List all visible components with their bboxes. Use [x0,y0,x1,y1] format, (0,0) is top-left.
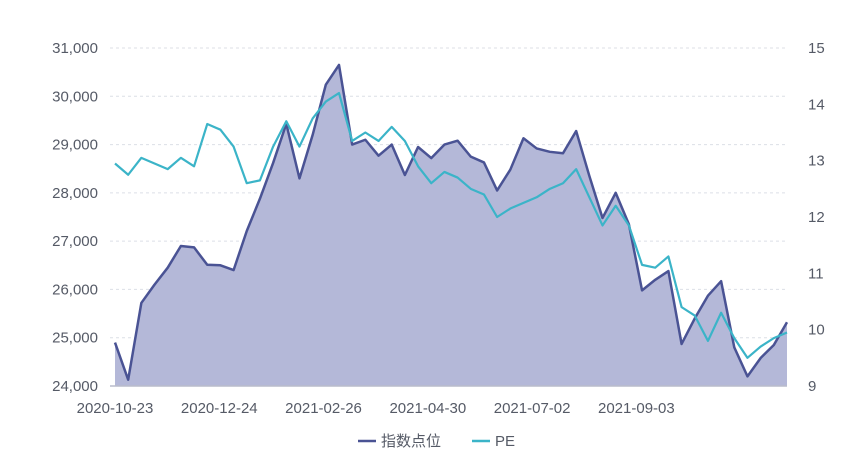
pe-line [114,91,788,359]
y-right-tick-label: 12 [808,209,825,226]
legend: 指数点位 PE [358,433,515,450]
x-tick-label: 2021-04-30 [389,400,466,417]
y-right-tick-label: 13 [808,153,825,170]
y-left-tick-label: 25,000 [52,330,98,347]
y-right-tick-label: 15 [808,40,825,57]
y-left-tick-label: 28,000 [52,185,98,202]
x-tick-label: 2020-12-24 [181,400,258,417]
index-area-series [115,64,787,387]
line-series [113,63,789,381]
index-line [113,63,789,381]
x-tick-label: 2021-07-02 [494,400,571,417]
y-left-tick-label: 31,000 [52,40,98,57]
x-tick-label: 2021-02-26 [285,400,362,417]
y-left-tick-label: 26,000 [52,281,98,298]
x-tick-label: 2021-09-03 [598,400,675,417]
index-area-fill [115,64,787,387]
legend-label-pe: PE [495,433,515,450]
y-right-tick-label: 10 [808,322,825,339]
y-right-tick-label: 14 [808,96,825,113]
axes: 24,000 25,000 26,000 27,000 28,000 29,000 30,0… [52,40,825,417]
y-left-tick-label: 29,000 [52,137,98,154]
legend-label-index: 指数点位 [381,433,441,450]
x-tick-label: 2020-10-23 [77,400,154,417]
y-left-tick-label: 24,000 [52,378,98,395]
y-right-tick-label: 11 [808,265,824,282]
y-right-tick-label: 9 [808,378,816,395]
y-left-tick-label: 30,000 [52,88,98,105]
y-left-tick-label: 27,000 [52,233,98,250]
